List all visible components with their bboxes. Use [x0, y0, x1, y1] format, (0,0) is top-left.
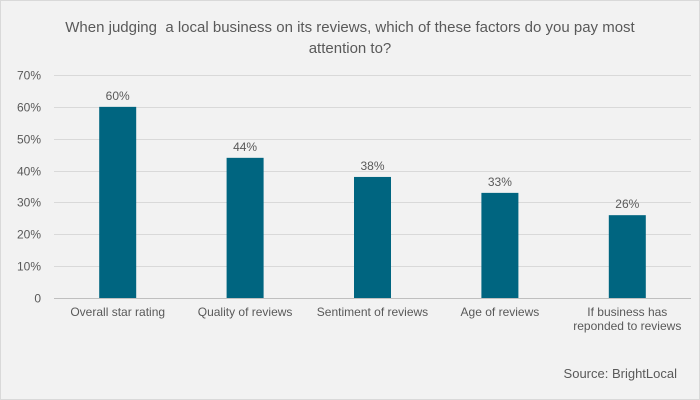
x-tick-label: Quality of reviews [198, 305, 293, 319]
y-tick-label: 10% [17, 260, 41, 274]
bar [608, 215, 646, 298]
x-tick-label: reponded to reviews [573, 319, 681, 333]
y-tick-label: 0 [34, 292, 41, 306]
x-tick-label: Sentiment of reviews [317, 305, 428, 319]
chart-title: When judging a local business on its rev… [65, 19, 635, 57]
chart-title-line: attention to? [309, 40, 392, 57]
y-tick-label: 50% [17, 133, 41, 147]
value-labels: 60% 44% 38% 33% 26% [106, 89, 640, 211]
bars [99, 106, 646, 298]
data-label: 44% [233, 140, 257, 154]
y-tick-label: 20% [17, 228, 41, 242]
bar [354, 176, 391, 298]
x-axis-categories: Overall star rating Quality of reviews Sen… [70, 305, 681, 333]
source-note: Source: BrightLocal [564, 366, 678, 381]
data-label: 33% [488, 175, 512, 189]
y-tick-label: 30% [17, 196, 41, 210]
data-label: 60% [106, 89, 130, 103]
bar [99, 106, 137, 298]
x-tick-label: Age of reviews [461, 305, 540, 319]
x-tick-label: Overall star rating [70, 305, 165, 319]
bar [226, 157, 264, 298]
data-label: 38% [360, 159, 384, 173]
y-tick-label: 40% [17, 165, 41, 179]
data-label: 26% [615, 197, 639, 211]
y-axis-ticks: 0 10% 20% 30% 40% 50% 60% 70% [17, 69, 41, 306]
chart-title-line: When judging a local business on its rev… [65, 19, 635, 36]
y-tick-label: 70% [17, 69, 41, 83]
x-tick-label: If business has [587, 305, 667, 319]
y-tick-label: 60% [17, 101, 41, 115]
bar [481, 192, 519, 298]
